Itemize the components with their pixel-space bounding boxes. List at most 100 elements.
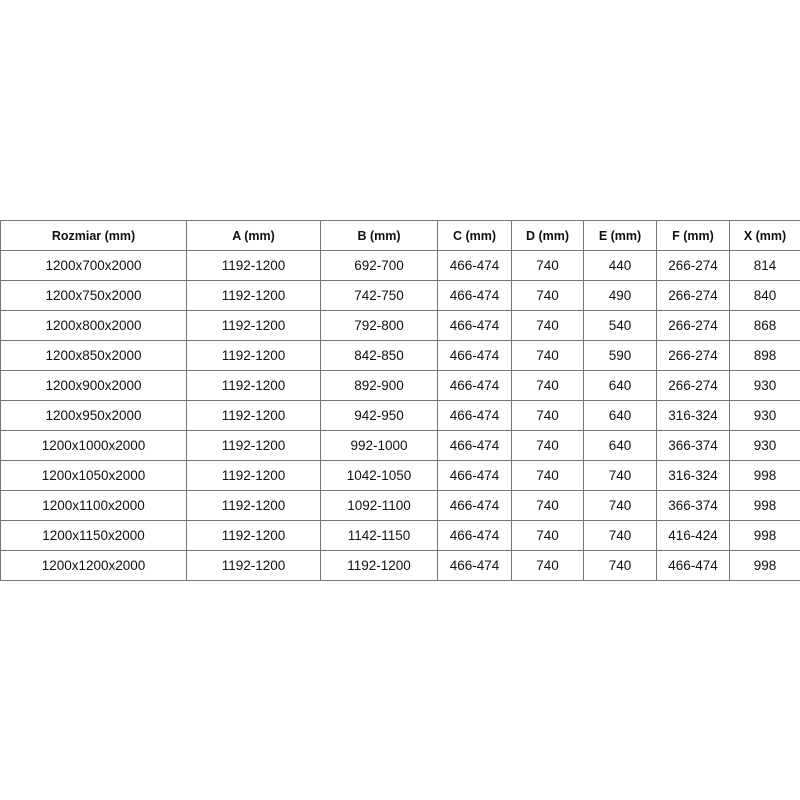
table-cell: 466-474 (437, 370, 512, 401)
table-cell: 440 (583, 250, 657, 281)
table-row: 1200x1200x2000 1192-1200 1192-1200 466-474 7… (0, 550, 800, 581)
table-cell: 1200x1200x2000 (0, 550, 187, 581)
table-cell: 992-1000 (320, 430, 438, 461)
table-cell: 868 (729, 310, 800, 341)
table-cell: 1192-1200 (186, 340, 321, 371)
table-cell: 942-950 (320, 400, 438, 431)
table-cell: 998 (729, 550, 800, 581)
table-cell: 892-900 (320, 370, 438, 401)
table-cell: 740 (511, 430, 584, 461)
table-cell: 366-374 (656, 430, 730, 461)
table-cell: 466-474 (437, 520, 512, 551)
table-cell: 740 (511, 280, 584, 311)
table-row: 1200x1150x2000 1192-1200 1142-1150 466-474 7… (0, 520, 800, 551)
table-cell: 1200x700x2000 (0, 250, 187, 281)
table-cell: 640 (583, 370, 657, 401)
table-row: 1200x750x2000 1192-1200 742-750 466-474 740 4… (0, 280, 800, 311)
table-row: 1200x1000x2000 1192-1200 992-1000 466-474 74… (0, 430, 800, 461)
dimensions-table: Rozmiar (mm) A (mm) B (mm) C (mm) D (mm) E (m… (0, 220, 800, 581)
table-cell: 490 (583, 280, 657, 311)
column-header: Rozmiar (mm) (0, 220, 187, 251)
table-cell: 366-374 (656, 490, 730, 521)
table-cell: 1192-1200 (186, 400, 321, 431)
table-cell: 740 (511, 250, 584, 281)
table-cell: 740 (511, 400, 584, 431)
table-cell: 1192-1200 (186, 310, 321, 341)
table-cell: 540 (583, 310, 657, 341)
table-cell: 266-274 (656, 340, 730, 371)
table-cell: 1192-1200 (320, 550, 438, 581)
table-row: 1200x700x2000 1192-1200 692-700 466-474 740 4… (0, 250, 800, 281)
table-cell: 1200x1050x2000 (0, 460, 187, 491)
table-cell: 1200x800x2000 (0, 310, 187, 341)
table-cell: 898 (729, 340, 800, 371)
table-cell: 1192-1200 (186, 460, 321, 491)
table-cell: 1200x1000x2000 (0, 430, 187, 461)
table-cell: 740 (511, 310, 584, 341)
table-cell: 1192-1200 (186, 370, 321, 401)
table-cell: 740 (511, 370, 584, 401)
header-row: Rozmiar (mm) A (mm) B (mm) C (mm) D (mm) E (m… (0, 220, 800, 251)
table-cell: 640 (583, 430, 657, 461)
table-cell: 266-274 (656, 310, 730, 341)
table-cell: 930 (729, 430, 800, 461)
table-cell: 1200x1100x2000 (0, 490, 187, 521)
table-cell: 842-850 (320, 340, 438, 371)
table-cell: 1192-1200 (186, 490, 321, 521)
table-cell: 316-324 (656, 400, 730, 431)
column-header: A (mm) (186, 220, 321, 251)
table-cell: 466-474 (656, 550, 730, 581)
table-cell: 930 (729, 400, 800, 431)
table-cell: 740 (583, 520, 657, 551)
column-header: X (mm) (729, 220, 800, 251)
table-cell: 998 (729, 520, 800, 551)
table-cell: 466-474 (437, 460, 512, 491)
table-cell: 1142-1150 (320, 520, 438, 551)
table-cell: 814 (729, 250, 800, 281)
table-cell: 740 (583, 460, 657, 491)
table-cell: 1042-1050 (320, 460, 438, 491)
table-cell: 466-474 (437, 280, 512, 311)
table-cell: 466-474 (437, 490, 512, 521)
table-cell: 466-474 (437, 400, 512, 431)
table-cell: 740 (511, 340, 584, 371)
table-cell: 266-274 (656, 280, 730, 311)
table-cell: 840 (729, 280, 800, 311)
table-cell: 740 (511, 550, 584, 581)
table-cell: 1200x850x2000 (0, 340, 187, 371)
table-cell: 998 (729, 460, 800, 491)
table-cell: 466-474 (437, 550, 512, 581)
table-cell: 1200x750x2000 (0, 280, 187, 311)
table-cell: 1200x900x2000 (0, 370, 187, 401)
column-header: E (mm) (583, 220, 657, 251)
table-cell: 416-424 (656, 520, 730, 551)
table-cell: 266-274 (656, 370, 730, 401)
table-cell: 466-474 (437, 340, 512, 371)
table-cell: 1200x950x2000 (0, 400, 187, 431)
table-cell: 740 (511, 460, 584, 491)
table-cell: 740 (511, 490, 584, 521)
table-cell: 640 (583, 400, 657, 431)
table-cell: 466-474 (437, 430, 512, 461)
table-cell: 466-474 (437, 250, 512, 281)
table-cell: 466-474 (437, 310, 512, 341)
table-cell: 1192-1200 (186, 430, 321, 461)
table-cell: 316-324 (656, 460, 730, 491)
table-cell: 1192-1200 (186, 550, 321, 581)
table-cell: 740 (583, 490, 657, 521)
table-cell: 740 (511, 520, 584, 551)
column-header: B (mm) (320, 220, 438, 251)
table-cell: 930 (729, 370, 800, 401)
table-cell: 998 (729, 490, 800, 521)
table-row: 1200x850x2000 1192-1200 842-850 466-474 740 5… (0, 340, 800, 371)
table-cell: 266-274 (656, 250, 730, 281)
table-cell: 1200x1150x2000 (0, 520, 187, 551)
table-row: 1200x950x2000 1192-1200 942-950 466-474 740 6… (0, 400, 800, 431)
table-row: 1200x900x2000 1192-1200 892-900 466-474 740 6… (0, 370, 800, 401)
table-row: 1200x1100x2000 1192-1200 1092-1100 466-474 7… (0, 490, 800, 521)
column-header: D (mm) (511, 220, 584, 251)
table-cell: 792-800 (320, 310, 438, 341)
table-cell: 590 (583, 340, 657, 371)
column-header: C (mm) (437, 220, 512, 251)
table-cell: 1192-1200 (186, 250, 321, 281)
